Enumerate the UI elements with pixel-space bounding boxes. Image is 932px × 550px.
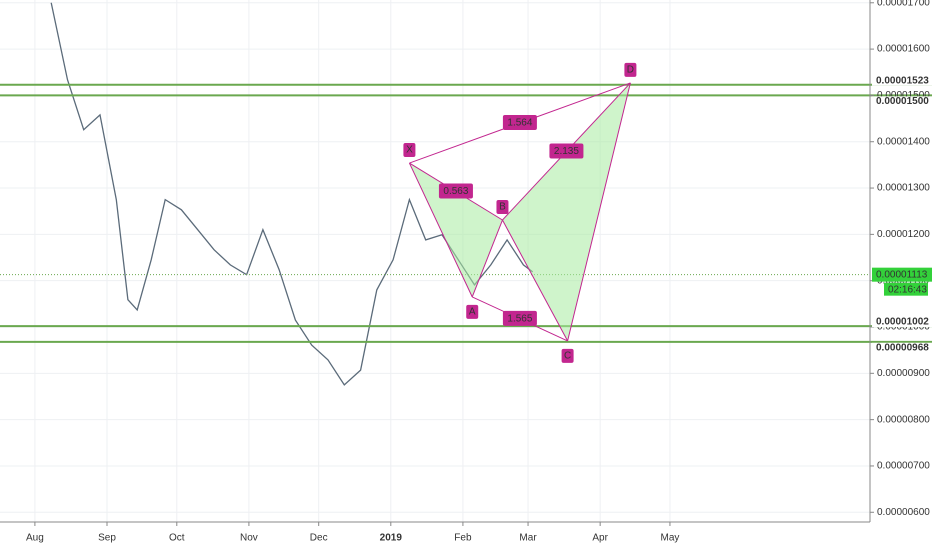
- pattern-leg: [471, 219, 503, 298]
- level-label: 0.00001523: [876, 75, 929, 86]
- ratio-box: [549, 143, 584, 159]
- ratio-label: 0.563: [443, 186, 468, 197]
- y-tick-label: 0.00001300: [877, 183, 930, 194]
- countdown-box: [884, 282, 928, 296]
- pattern-fill: [502, 82, 631, 341]
- y-tick-label: 0.00001200: [877, 229, 930, 240]
- x-tick-label: Sep: [98, 533, 116, 544]
- axis-labels: 0.00001700 0.00001600 0.00001500 0.00001400…: [26, 0, 932, 544]
- ratio-box: [438, 183, 473, 199]
- x-tick-label: Nov: [240, 533, 258, 544]
- pattern-point-box: [466, 304, 479, 319]
- pattern-point-box: [403, 143, 416, 158]
- x-tick-label: 2019: [380, 533, 403, 544]
- pattern-point-box: [496, 200, 509, 215]
- pattern-point-label: D: [627, 65, 634, 76]
- ratio-box: [502, 310, 537, 326]
- y-tick-label: 0.00000900: [877, 368, 930, 379]
- y-tick-label: 0.00001600: [877, 44, 930, 55]
- y-tick-label: 0.00001700: [877, 0, 930, 8]
- y-tick-label: 0.00000800: [877, 414, 930, 425]
- level-label: 0.00000968: [876, 342, 929, 353]
- x-tick-label: Mar: [519, 533, 537, 544]
- last-price-box: [872, 267, 932, 282]
- ratio-box: [502, 114, 537, 130]
- ratio-label: 2.135: [554, 146, 579, 157]
- level-label-box: [872, 75, 932, 86]
- y-tick-label: 0.00000700: [877, 461, 930, 472]
- pattern-point-label: C: [564, 351, 571, 362]
- last-price-label: 0.00001113: [876, 269, 928, 280]
- pattern-fill: [409, 163, 503, 297]
- x-tick-label: Oct: [169, 533, 185, 544]
- y-tick-label: 0.00001400: [877, 136, 930, 147]
- x-tick-label: Dec: [310, 533, 328, 544]
- x-tick-label: Apr: [592, 533, 608, 544]
- level-label-box: [872, 317, 932, 328]
- x-tick-label: May: [660, 533, 679, 544]
- plot: 1.564 0.563 2.135 1.565 X A B C D: [0, 2, 932, 386]
- pattern-point-label: X: [406, 145, 413, 156]
- y-tick-label: 0.00001500: [877, 90, 930, 101]
- ratio-label: 1.564: [507, 118, 532, 129]
- pattern-leg: [502, 219, 569, 342]
- ratio-label: 1.565: [507, 314, 532, 325]
- pattern-point-box: [561, 348, 574, 363]
- x-tick-label: Feb: [454, 533, 472, 544]
- y-tick-label: 0.00001000: [877, 322, 930, 333]
- y-tick-label: 0.00000600: [877, 507, 930, 518]
- level-label: 0.00001500: [876, 96, 929, 107]
- pattern-leg: [567, 82, 631, 342]
- level-label-box: [872, 96, 932, 107]
- countdown-label: 02:16:43: [888, 284, 927, 295]
- pattern-leg: [408, 162, 473, 298]
- pattern-point-label: B: [499, 202, 506, 213]
- level-label: 0.00001002: [876, 317, 929, 328]
- pattern-point-box: [624, 62, 637, 77]
- pattern-point-label: A: [469, 307, 476, 318]
- x-tick-label: Aug: [26, 533, 44, 544]
- level-label-box: [872, 342, 932, 353]
